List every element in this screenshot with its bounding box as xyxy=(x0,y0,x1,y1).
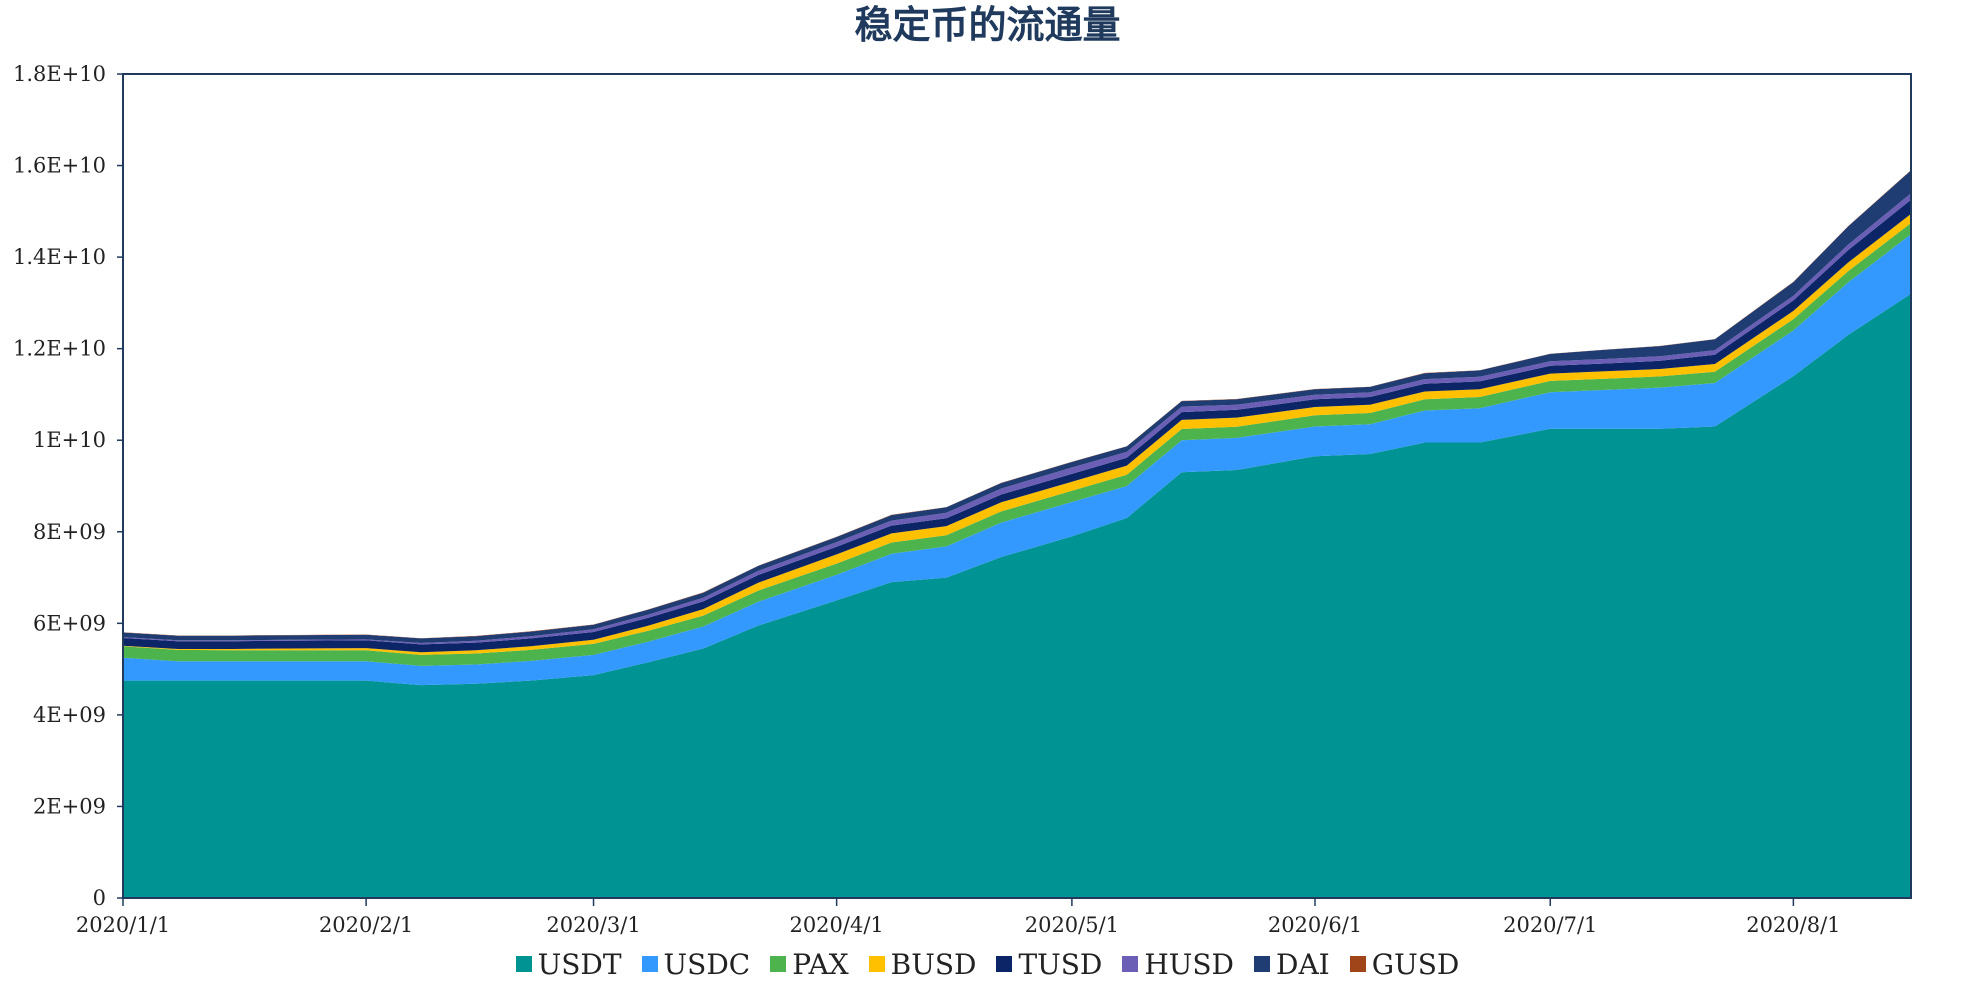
chart-title: 稳定币的流通量 xyxy=(854,2,1121,47)
legend-item-dai: DAI xyxy=(1254,948,1330,981)
x-tick-label: 2020/5/1 xyxy=(1025,913,1119,937)
y-tick-label: 6E+09 xyxy=(33,611,106,635)
legend-label: USDC xyxy=(663,948,751,981)
legend-label: USDT xyxy=(537,948,622,981)
area-usdt xyxy=(123,293,1911,898)
legend-item-busd: BUSD xyxy=(868,948,977,981)
legend-swatch xyxy=(770,956,787,972)
legend-label: GUSD xyxy=(1371,948,1460,981)
legend-item-tusd: TUSD xyxy=(996,948,1102,981)
x-tick-label: 2020/7/1 xyxy=(1503,913,1597,937)
y-axis: 0 2E+09 4E+09 6E+09 8E+09 1E+10 1.2E+10 1.4E+10… xyxy=(13,62,123,910)
legend-swatch xyxy=(641,956,658,972)
y-tick-label: 0 xyxy=(93,886,106,910)
legend-item-pax: PAX xyxy=(770,948,849,981)
x-tick-label: 2020/6/1 xyxy=(1268,913,1362,937)
legend-swatch xyxy=(515,956,532,972)
legend-swatch xyxy=(1122,956,1139,972)
x-tick-label: 2020/2/1 xyxy=(319,913,413,937)
legend-swatch xyxy=(1349,956,1366,972)
y-tick-label: 1.6E+10 xyxy=(13,154,106,178)
legend-item-husd: HUSD xyxy=(1122,948,1234,981)
legend-label: BUSD xyxy=(890,948,977,981)
y-tick-label: 2E+09 xyxy=(33,794,106,818)
legend: USDT USDC PAX BUSD TUSD HUSD DAI GUSD xyxy=(0,948,1975,981)
y-tick-label: 1.2E+10 xyxy=(13,337,106,361)
legend-label: TUSD xyxy=(1018,948,1103,981)
y-tick-label: 8E+09 xyxy=(33,520,106,544)
x-tick-label: 2020/8/1 xyxy=(1746,913,1840,937)
legend-label: PAX xyxy=(792,948,849,981)
y-tick-label: 4E+09 xyxy=(33,703,106,727)
legend-item-usdt: USDT xyxy=(515,948,622,981)
legend-swatch xyxy=(1254,956,1271,972)
x-tick-label: 2020/3/1 xyxy=(546,913,640,937)
legend-swatch xyxy=(996,956,1013,972)
y-tick-label: 1.4E+10 xyxy=(13,245,106,269)
legend-item-gusd: GUSD xyxy=(1349,948,1460,981)
y-tick-label: 1.8E+10 xyxy=(13,62,106,86)
plot-frame xyxy=(122,73,1912,899)
y-tick-label: 1E+10 xyxy=(33,428,106,452)
legend-label: HUSD xyxy=(1144,948,1235,981)
x-tick-label: 2020/4/1 xyxy=(789,913,883,937)
legend-swatch xyxy=(868,956,885,972)
legend-label: DAI xyxy=(1276,948,1330,981)
x-tick-label: 2020/1/1 xyxy=(76,913,170,937)
legend-item-usdc: USDC xyxy=(641,948,751,981)
x-axis: 2020/1/1 2020/2/1 2020/3/1 2020/4/1 2020/5/1… xyxy=(76,898,1841,937)
series-areas xyxy=(123,170,1911,898)
